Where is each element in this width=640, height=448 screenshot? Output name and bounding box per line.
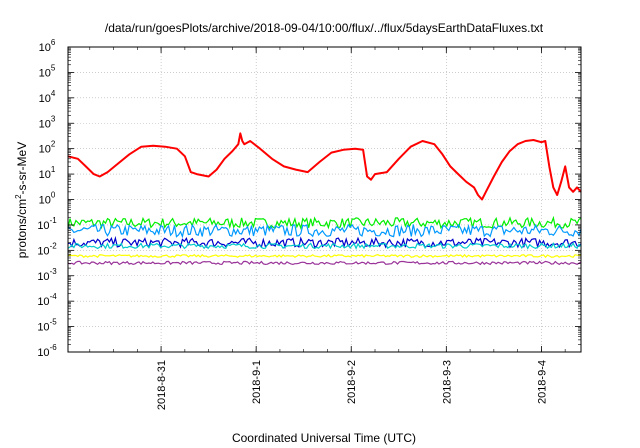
flux-band-0 — [67, 215, 582, 231]
y-axis-label-unit: -s-sr-MeV — [15, 142, 29, 195]
x-tick-label: 2018-8-31 — [156, 360, 168, 410]
flux-band-2 — [67, 235, 582, 250]
flux-band-3 — [67, 242, 582, 250]
x-tick-labels: 2018-8-31 2018-9-1 2018-9-2 2018-9-3 2018-9-… — [156, 360, 548, 410]
flux-band-4 — [67, 253, 582, 259]
y-tick-label: 106 — [39, 38, 56, 54]
x-tick-label: 2018-9-1 — [251, 360, 263, 404]
y-tick-label: 100 — [39, 191, 56, 207]
y-tick-label: 10-2 — [37, 241, 57, 257]
y-tick-label: 10-6 — [37, 343, 57, 359]
y-tick-label: 102 — [39, 140, 56, 156]
y-tick-label: 10-3 — [37, 267, 57, 283]
x-tick-label: 2018-9-4 — [536, 360, 548, 404]
series-line-0 — [67, 132, 582, 201]
plot-area — [68, 47, 581, 352]
x-tick-label: 2018-9-3 — [441, 360, 453, 404]
y-axis-label: protons/cm2-s-sr-MeV — [14, 142, 29, 258]
y-tick-labels: 10-6 10-5 10-4 10-3 10-2 10-1 100 101 102 103 104 1… — [37, 38, 57, 359]
y-axis-label-superscript: 2 — [14, 194, 23, 199]
y-tick-label: 101 — [39, 165, 56, 181]
x-tick-label: 2018-9-2 — [346, 360, 358, 404]
flux-band-5 — [67, 260, 582, 266]
background-flux-bands — [67, 215, 582, 266]
x-axis-label: Coordinated Universal Time (UTC) — [232, 431, 416, 445]
y-tick-label: 104 — [39, 89, 56, 105]
series-lines — [67, 132, 582, 201]
flux-band-1 — [67, 223, 582, 239]
y-tick-label: 103 — [39, 114, 56, 130]
y-tick-label: 10-5 — [37, 318, 57, 334]
y-tick-label: 10-4 — [37, 292, 57, 308]
chart-title: /data/run/goesPlots/archive/2018-09-04/1… — [105, 21, 544, 35]
y-tick-label: 10-1 — [37, 216, 57, 232]
axes — [67, 46, 582, 353]
y-tick-label: 105 — [39, 63, 56, 79]
plot-border — [67, 46, 582, 353]
y-axis-label-main: protons/cm — [15, 199, 29, 258]
